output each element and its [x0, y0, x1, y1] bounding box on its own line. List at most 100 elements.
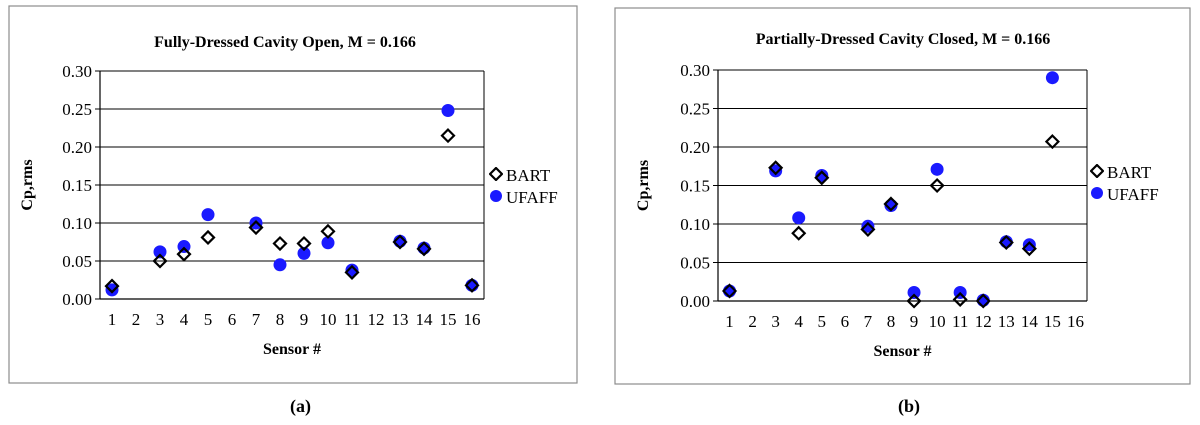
x-tick-label: 16 [1067, 312, 1084, 331]
data-point-ufaff [792, 211, 806, 225]
data-point-bart [998, 234, 1014, 251]
legend-label-ufaff: UFAFF [1107, 185, 1159, 204]
y-tick-label: 0.05 [680, 254, 710, 273]
diamond-marker-icon [1089, 163, 1105, 183]
y-tick-label: 0.00 [680, 292, 710, 311]
legend-item-ufaff: UFAFF [1089, 184, 1159, 206]
x-tick-label: 8 [887, 312, 896, 331]
x-tick-label: 15 [1044, 312, 1061, 331]
data-point-ufaff [153, 245, 167, 259]
data-point-bart [152, 253, 168, 269]
data-point-ufaff [105, 283, 119, 297]
data-point-bart [814, 170, 830, 186]
data-point-ufaff [1045, 71, 1059, 85]
y-tick-label: 0.30 [62, 62, 92, 81]
x-tick-label: 10 [929, 312, 946, 331]
x-tick-label: 5 [204, 310, 213, 329]
data-point-ufaff [177, 240, 191, 254]
x-tick-label: 4 [180, 310, 189, 329]
x-tick-label: 8 [276, 310, 285, 329]
x-tick-label: 13 [998, 312, 1015, 331]
chart-panel-a: 0.00 0.05 0.10 0.15 0.20 0.25 0.30 1 2 3 4 5 6 7 8 9 10 1… [8, 5, 578, 416]
chart-frame [8, 5, 578, 384]
x-tick-label: 14 [416, 310, 434, 329]
x-tick-label: 9 [300, 310, 309, 329]
data-point-ufaff [1022, 238, 1036, 252]
data-point-bart [392, 234, 408, 250]
x-tick-label: 12 [368, 310, 385, 329]
x-tick-label: 2 [132, 310, 141, 329]
data-point-ufaff [815, 168, 829, 182]
chart-a-legend: BART UFAFF [488, 165, 558, 209]
chart-b-svg: 0.000.050.100.150.200.250.301 2 3 4 5 6 7 8 9 10 1… [614, 7, 1191, 385]
x-tick-label: 1 [108, 310, 117, 329]
x-tick-label: 16 [464, 310, 481, 329]
x-tick-label: 7 [252, 310, 261, 329]
data-point-bart [721, 283, 738, 299]
x-tick-label: 11 [952, 312, 968, 331]
y-tick-label: 0.05 [62, 252, 92, 271]
x-tick-label: 6 [841, 312, 850, 331]
data-point-bart [975, 293, 991, 309]
x-tick-label: 3 [771, 312, 780, 331]
legend-item-ufaff: UFAFF [488, 187, 558, 209]
x-tick-label: 2 [748, 312, 757, 331]
legend-label-ufaff: UFAFF [506, 188, 558, 207]
data-point-bart [104, 278, 120, 294]
x-tick-label: 11 [344, 310, 360, 329]
chart-title: Fully-Dressed Cavity Open, M = 0.166 [154, 34, 416, 51]
data-point-bart [860, 221, 876, 237]
data-point-bart [1044, 134, 1060, 150]
data-point-bart [906, 293, 922, 309]
data-point-bart [768, 160, 784, 176]
data-point-bart [320, 223, 336, 239]
y-tick-label: 0.25 [62, 100, 92, 119]
data-point-bart [296, 235, 312, 252]
data-point-ufaff [441, 104, 455, 118]
data-point-bart [176, 246, 192, 262]
caption-a: (a) [290, 396, 311, 416]
data-point-bart [929, 177, 945, 194]
data-point-bart [791, 225, 807, 241]
y-tick-label: 0.30 [680, 61, 710, 80]
x-tick-label: 3 [156, 310, 165, 329]
data-point-ufaff [201, 208, 215, 222]
legend-label-bart: BART [506, 166, 551, 185]
y-axis-label: Cp,rms [19, 159, 36, 210]
y-tick-label: 0.15 [62, 176, 92, 195]
data-point-bart [952, 291, 968, 308]
y-tick-label: 0.20 [680, 138, 710, 157]
x-tick-label: 5 [818, 312, 827, 331]
data-point-ufaff [273, 258, 287, 272]
diamond-marker-icon [488, 166, 504, 186]
data-point-bart [464, 277, 480, 293]
data-point-bart [200, 229, 216, 245]
data-point-bart [344, 264, 360, 280]
x-tick-label: 12 [975, 312, 992, 331]
x-tick-label: 7 [864, 312, 873, 331]
x-tick-label: 4 [794, 312, 803, 331]
x-axis-label: Sensor # [263, 341, 321, 358]
legend-item-bart: BART [488, 165, 558, 187]
data-point-bart [416, 241, 432, 257]
data-point-bart [1021, 241, 1037, 257]
y-tick-label: 0.25 [680, 100, 710, 119]
y-axis-label: Cp,rms [635, 160, 652, 211]
x-tick-label: 6 [228, 310, 237, 329]
data-point-bart [440, 128, 456, 144]
data-point-ufaff [930, 162, 944, 176]
x-tick-label: 15 [440, 310, 457, 329]
x-tick-label: 13 [392, 310, 409, 329]
x-tick-label: 14 [1021, 312, 1039, 331]
data-point-bart [248, 220, 264, 236]
x-tick-label: 1 [725, 312, 734, 331]
y-tick-label: 0.20 [62, 138, 92, 157]
legend-label-bart: BART [1107, 163, 1152, 182]
chart-a-svg: 0.000.050.100.150.200.250.301 2 3 4 5 6 7 8 9 10 1… [8, 5, 578, 384]
data-point-ufaff [861, 219, 875, 233]
y-tick-label: 0.10 [680, 215, 710, 234]
chart-title: Partially-Dressed Cavity Closed, M = 0.1… [756, 31, 1051, 48]
data-point-ufaff [769, 164, 783, 178]
data-point-bart [272, 235, 288, 252]
circle-marker-icon [488, 188, 504, 208]
